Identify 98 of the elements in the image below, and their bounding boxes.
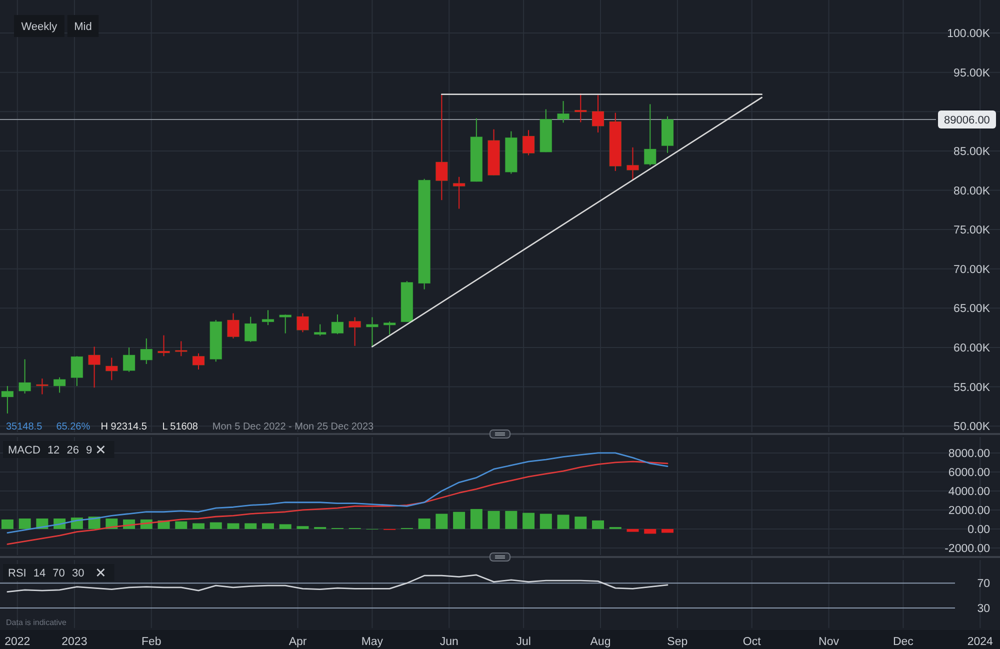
ref-line-label: 89006.00 bbox=[944, 114, 990, 126]
bar bbox=[626, 528, 639, 532]
candlestick bbox=[140, 338, 153, 364]
x-tick-label: Nov bbox=[818, 636, 840, 648]
bar bbox=[540, 514, 552, 529]
y-tick-label: 50.00K bbox=[954, 421, 990, 434]
bar bbox=[488, 510, 500, 529]
candlestick bbox=[36, 378, 48, 395]
bar bbox=[453, 512, 466, 529]
candlestick bbox=[53, 376, 66, 394]
y-tick-label: 8000.00 bbox=[948, 448, 990, 460]
candlestick bbox=[262, 310, 274, 326]
x-tick-label: 2024 bbox=[967, 636, 994, 648]
y-tick-label: 65.00K bbox=[954, 303, 990, 316]
bar bbox=[279, 524, 292, 529]
y-tick-label: 70.00K bbox=[954, 264, 990, 276]
candlestick bbox=[192, 352, 205, 370]
y-tick-label: 95.00K bbox=[954, 67, 990, 80]
candlestick bbox=[314, 324, 326, 336]
candlestick bbox=[88, 346, 101, 388]
candlestick bbox=[70, 356, 84, 387]
bar bbox=[175, 521, 188, 529]
y-tick-label: -2000.00 bbox=[944, 542, 990, 555]
y-tick-label: 2000.00 bbox=[948, 504, 990, 517]
bar bbox=[1, 519, 14, 529]
x-tick-label: Apr bbox=[288, 636, 307, 648]
bar bbox=[210, 522, 222, 529]
annotation: Mid bbox=[74, 20, 92, 33]
y-tick-label: 30 bbox=[977, 603, 990, 616]
candlestick bbox=[158, 334, 170, 357]
candlestick bbox=[331, 314, 344, 335]
y-tick-label: 100.00K bbox=[947, 28, 990, 40]
candlestick bbox=[122, 346, 136, 372]
y-tick-label: 6000.00 bbox=[948, 466, 990, 479]
bar bbox=[470, 509, 482, 529]
y-tick-label: 70 bbox=[977, 578, 990, 590]
x-tick-label: 2023 bbox=[62, 636, 88, 648]
y-tick-label: 4000.00 bbox=[948, 486, 990, 498]
bar bbox=[661, 528, 674, 533]
bar bbox=[244, 523, 257, 529]
candlestick bbox=[174, 340, 188, 357]
bar bbox=[262, 523, 274, 529]
annotation: Weekly bbox=[21, 20, 58, 33]
candlestick bbox=[279, 314, 292, 334]
annotation: Mon 5 Dec 2022 - Mon 25 Dec 2023 bbox=[212, 422, 374, 432]
bar bbox=[296, 526, 309, 529]
bar bbox=[505, 510, 518, 529]
candlestick bbox=[227, 312, 240, 339]
annotation: 65.26% bbox=[56, 422, 90, 432]
bar bbox=[436, 514, 448, 529]
x-tick-label: Dec bbox=[893, 636, 914, 648]
text: MACD 12 26 9 bbox=[8, 444, 92, 456]
annotation: Data is indicative bbox=[6, 618, 68, 627]
line-series bbox=[6, 460, 668, 545]
candlestick bbox=[366, 316, 378, 348]
candlestick bbox=[557, 100, 570, 124]
annotation: H 92314.5 bbox=[100, 422, 148, 432]
x-tick-label: 2022 bbox=[4, 636, 30, 648]
candlestick bbox=[574, 92, 587, 123]
x-tick-label: May bbox=[361, 636, 384, 648]
x-tick-label: Jul bbox=[516, 636, 531, 648]
x-tick-label: Jun bbox=[440, 636, 458, 648]
bar bbox=[522, 512, 535, 529]
bar bbox=[592, 520, 604, 529]
candlestick bbox=[592, 94, 604, 133]
candlestick bbox=[435, 94, 448, 201]
bar bbox=[18, 518, 31, 529]
text: RSI 14 70 30 bbox=[8, 567, 84, 580]
candlestick bbox=[452, 176, 466, 210]
bar bbox=[192, 523, 205, 529]
x-tick-label: Sep bbox=[667, 636, 688, 648]
y-tick-label: 0.00 bbox=[968, 524, 990, 536]
bar bbox=[574, 516, 587, 529]
bar bbox=[557, 514, 570, 529]
candlestick bbox=[296, 312, 309, 333]
bar bbox=[227, 523, 240, 529]
bar bbox=[418, 518, 430, 529]
candlestick bbox=[18, 358, 32, 394]
candlestick bbox=[522, 130, 535, 156]
y-tick-label: 85.00K bbox=[954, 146, 990, 158]
line-series bbox=[6, 452, 668, 534]
y-tick-label: 60.00K bbox=[954, 342, 990, 355]
x-tick-label: Aug bbox=[590, 636, 611, 648]
candlestick bbox=[105, 357, 118, 381]
annotation: L 51608 bbox=[162, 422, 198, 432]
candlestick bbox=[383, 321, 396, 336]
y-tick-label: 55.00K bbox=[954, 382, 990, 394]
candlestick bbox=[244, 316, 257, 342]
candlestick bbox=[644, 104, 656, 166]
y-tick-label: 80.00K bbox=[954, 185, 990, 198]
x-tick-label: Oct bbox=[742, 636, 762, 648]
annotation: 35148.5 bbox=[6, 422, 43, 432]
candlestick bbox=[1, 386, 14, 414]
y-tick-label: 75.00K bbox=[954, 224, 990, 237]
bar bbox=[644, 528, 656, 534]
candlestick bbox=[626, 146, 640, 181]
x-tick-label: Feb bbox=[141, 636, 162, 648]
candlestick bbox=[348, 316, 362, 346]
